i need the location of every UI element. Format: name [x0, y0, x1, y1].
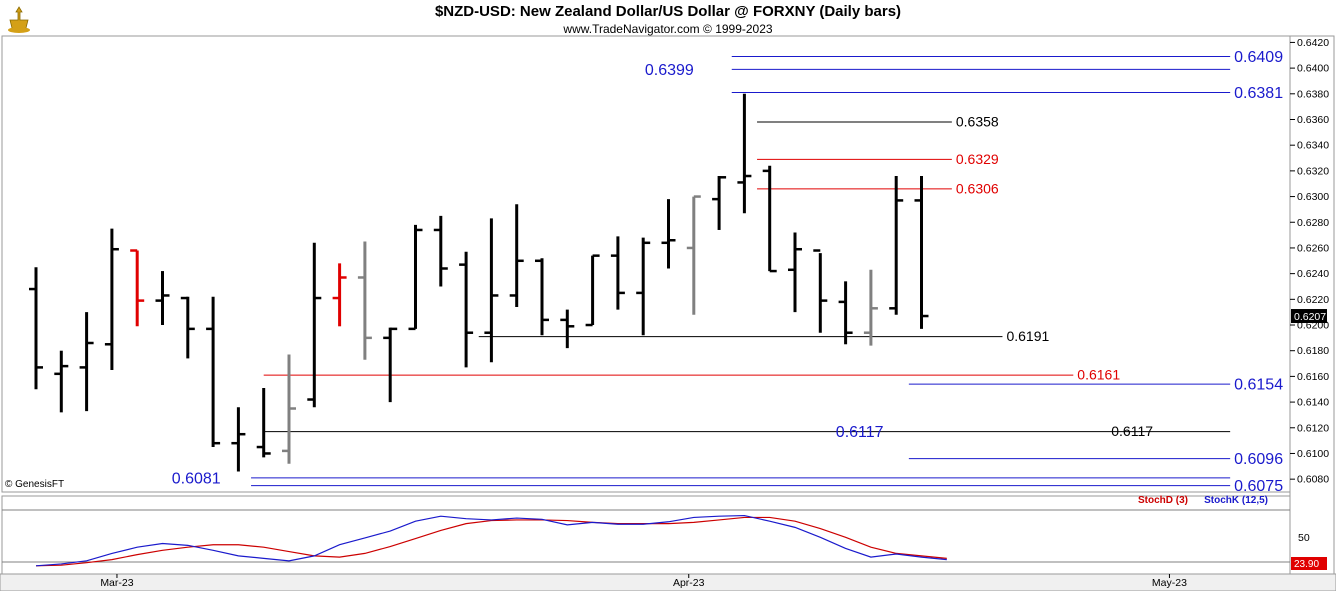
stoch-k-line: [35, 514, 947, 567]
level-label: 0.6399: [645, 62, 694, 79]
copyright-label: © GenesisFT: [5, 479, 65, 490]
level-label: 0.6409: [1234, 49, 1283, 66]
y-tick-label: 0.6100: [1297, 448, 1329, 460]
y-tick-label: 0.6260: [1297, 242, 1329, 254]
y-tick-label: 0.6420: [1297, 37, 1329, 49]
chart-title: $NZD-USD: New Zealand Dollar/US Dollar @…: [434, 3, 902, 20]
y-tick-label: 0.6280: [1297, 217, 1329, 229]
x-tick-label: Mar-23: [100, 577, 133, 589]
price-panel: [1, 35, 1291, 493]
y-tick-label: 0.6380: [1297, 88, 1329, 100]
level-label: 0.6117: [836, 424, 884, 441]
genesis-logo-icon: [4, 4, 34, 34]
level-label: 0.6161: [1077, 367, 1120, 383]
stoch-d-legend: StochD (3): [1138, 495, 1188, 506]
level-label: 0.6306: [956, 180, 999, 196]
y-tick-label: 0.6080: [1297, 474, 1329, 486]
y-tick-label: 0.6340: [1297, 140, 1329, 152]
stoch-last-label: 23.90: [1294, 559, 1319, 570]
y-tick-label: 0.6400: [1297, 63, 1329, 75]
y-tick-label: 0.6180: [1297, 345, 1329, 357]
level-label: 0.6154: [1234, 377, 1283, 394]
y-tick-label: 0.6300: [1297, 191, 1329, 203]
level-label: 0.6329: [956, 151, 999, 167]
last-price-label: 0.6207: [1294, 311, 1326, 323]
level-label: 0.6358: [956, 114, 999, 130]
y-tick-label: 0.6320: [1297, 165, 1329, 177]
y-tick-label: 0.6360: [1297, 114, 1329, 126]
level-label: 0.6117: [1111, 423, 1153, 439]
level-label: 0.6081: [172, 470, 221, 487]
stoch-k-legend: StochK (12,5): [1204, 495, 1268, 506]
y-tick-label: 0.6160: [1297, 371, 1329, 383]
time-axis: [0, 573, 1336, 591]
y-tick-label: 0.6120: [1297, 422, 1329, 434]
stoch-tick-label: 50: [1298, 532, 1310, 544]
stoch-last-box: [1291, 557, 1327, 570]
y-tick-label: 0.6140: [1297, 397, 1329, 409]
x-tick-label: May-23: [1152, 577, 1187, 589]
level-label: 0.6191: [1006, 328, 1049, 344]
chart-subtitle: www.TradeNavigator.com © 1999-2023: [563, 22, 773, 36]
y-tick-label: 0.6220: [1297, 294, 1329, 306]
chart-header: [0, 0, 1336, 36]
stochastic-panel: [1, 495, 1291, 575]
last-price-box: [1291, 309, 1327, 324]
price-axis: [1289, 35, 1335, 575]
y-tick-label: 0.6240: [1297, 268, 1329, 280]
level-label: 0.6096: [1234, 451, 1283, 468]
level-label: 0.6381: [1234, 85, 1283, 102]
stoch-d-line: [35, 516, 947, 567]
x-tick-label: Apr-23: [673, 577, 705, 589]
level-label: 0.6075: [1234, 478, 1283, 495]
